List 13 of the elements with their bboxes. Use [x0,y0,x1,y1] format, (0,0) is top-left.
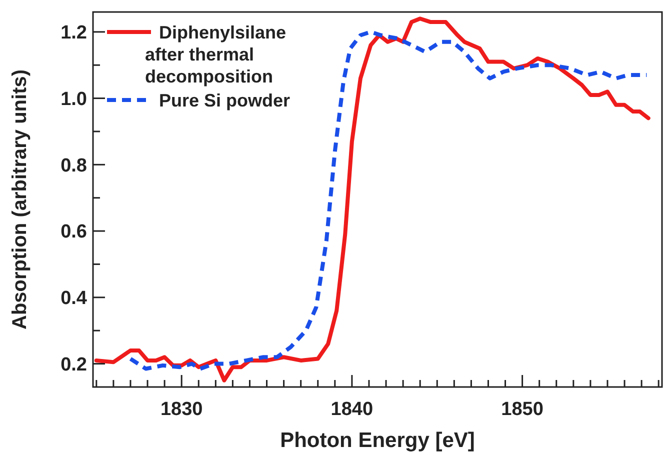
x-tick-label: 1840 [330,399,374,420]
legend-label: Pure Si powder [159,90,290,110]
y-tick-label: 0.6 [60,222,87,243]
y-axis-title: Absorption (arbitrary units) [9,69,31,330]
y-tick-label: 0.8 [60,155,87,176]
x-tick-label: 1850 [501,399,544,420]
y-tick-label: 1.0 [60,88,87,110]
y-tick-label: 0.4 [60,288,88,310]
x-axis-title: Photon Energy [eV] [280,429,475,452]
y-tick-label: 1.2 [60,22,87,44]
legend-label: Diphenylsilane after thermal decomposition [145,22,286,86]
y-tick-label: 0.2 [60,354,87,376]
x-tick-label: 1830 [160,399,203,420]
